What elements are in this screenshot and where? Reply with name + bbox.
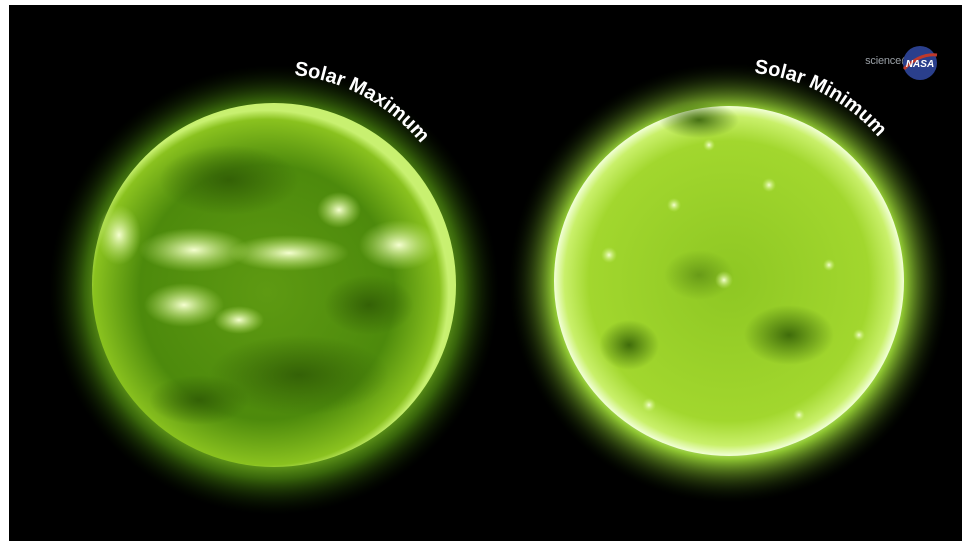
sun-solar-maximum bbox=[49, 65, 499, 515]
image-frame: Solar Maximum Solar Minimum science@ NAS… bbox=[9, 5, 962, 541]
solar-comparison-image: Solar Maximum Solar Minimum bbox=[49, 56, 949, 515]
nasa-logo-text: NASA bbox=[906, 59, 934, 70]
nasa-logo-icon: NASA bbox=[902, 46, 938, 80]
sun-solar-minimum bbox=[509, 63, 949, 503]
credit-text: science@ bbox=[865, 55, 912, 67]
